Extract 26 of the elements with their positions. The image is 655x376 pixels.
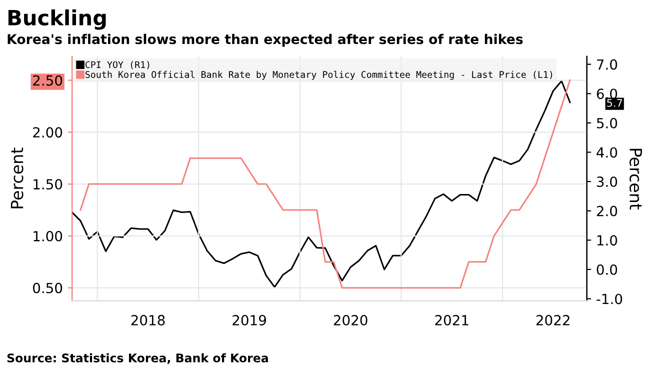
x-tick-label: 2019 [232, 314, 266, 326]
y-tick-label: 0.50 [33, 282, 62, 294]
x-tick-label: 2018 [131, 314, 165, 326]
x-tick-label: 2022 [536, 314, 570, 326]
x-tick-label: 2021 [435, 314, 468, 326]
y-tick-label: 2.00 [33, 127, 62, 138]
y-tick-label: 1.50 [34, 179, 62, 190]
y-tick-label: 1.00 [34, 230, 62, 242]
y2-tick-label: 1.0 [597, 235, 618, 246]
text: 5.7 [607, 99, 622, 107]
y2-tick-label: 3.0 [596, 176, 618, 188]
chart-title: Buckling [8, 9, 106, 30]
y-tick-label: 2.50 [33, 75, 62, 86]
y2-tick-label: 2.0 [596, 206, 618, 216]
chart-subtitle: Korea's inflation slows more than expected after series of rate hikes [8, 34, 523, 47]
legend-label: South Korea Official Bank Rate by Monetary Policy Committee Meeting - Last Price (L1) [86, 70, 552, 80]
y2-tick-label: 7.0 [597, 59, 618, 70]
y2-tick-label: 4.0 [596, 147, 618, 158]
source-note: Source: Statistics Korea, Bank of Korea [7, 353, 268, 364]
y2-tick-label: 5.0 [596, 118, 618, 128]
y2-tick-label: 0.0 [596, 264, 618, 275]
y2-tick-label: -1.0 [596, 294, 622, 304]
legend-label: CPI YOY (R1) [86, 61, 150, 70]
y2-axis-title: Percent [630, 148, 642, 210]
y-axis-title: Percent [10, 148, 24, 208]
x-tick-label: 2020 [334, 314, 368, 326]
